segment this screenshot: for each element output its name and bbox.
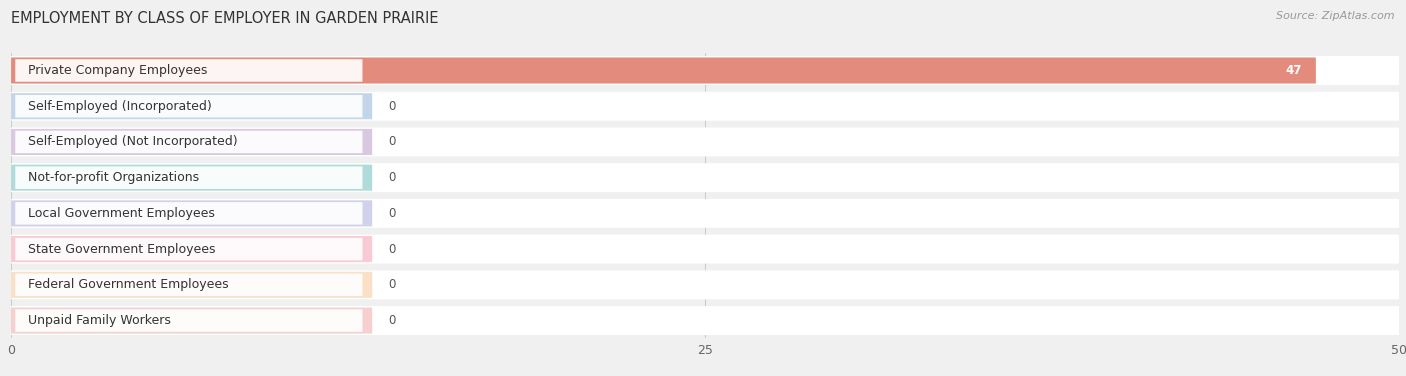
FancyBboxPatch shape (11, 127, 1399, 156)
Text: Not-for-profit Organizations: Not-for-profit Organizations (28, 171, 200, 184)
Text: Self-Employed (Incorporated): Self-Employed (Incorporated) (28, 100, 212, 113)
Text: 0: 0 (388, 207, 396, 220)
FancyBboxPatch shape (15, 274, 363, 296)
Text: 0: 0 (388, 135, 396, 149)
FancyBboxPatch shape (15, 131, 363, 153)
FancyBboxPatch shape (11, 93, 373, 119)
Text: State Government Employees: State Government Employees (28, 243, 215, 256)
Text: 0: 0 (388, 314, 396, 327)
FancyBboxPatch shape (11, 270, 1399, 299)
FancyBboxPatch shape (15, 202, 363, 224)
FancyBboxPatch shape (15, 95, 363, 117)
Text: Unpaid Family Workers: Unpaid Family Workers (28, 314, 170, 327)
Text: 0: 0 (388, 100, 396, 113)
FancyBboxPatch shape (15, 167, 363, 189)
FancyBboxPatch shape (11, 308, 373, 334)
FancyBboxPatch shape (11, 129, 373, 155)
Text: Private Company Employees: Private Company Employees (28, 64, 207, 77)
Text: Local Government Employees: Local Government Employees (28, 207, 215, 220)
Text: Federal Government Employees: Federal Government Employees (28, 278, 229, 291)
Text: EMPLOYMENT BY CLASS OF EMPLOYER IN GARDEN PRAIRIE: EMPLOYMENT BY CLASS OF EMPLOYER IN GARDE… (11, 11, 439, 26)
FancyBboxPatch shape (11, 272, 373, 298)
FancyBboxPatch shape (11, 200, 373, 226)
FancyBboxPatch shape (11, 58, 1316, 83)
FancyBboxPatch shape (11, 199, 1399, 228)
FancyBboxPatch shape (15, 309, 363, 332)
FancyBboxPatch shape (11, 236, 373, 262)
Text: 0: 0 (388, 278, 396, 291)
FancyBboxPatch shape (11, 163, 1399, 192)
Text: 0: 0 (388, 171, 396, 184)
Text: 0: 0 (388, 243, 396, 256)
FancyBboxPatch shape (11, 306, 1399, 335)
FancyBboxPatch shape (11, 92, 1399, 121)
Text: 47: 47 (1285, 64, 1302, 77)
FancyBboxPatch shape (11, 235, 1399, 264)
FancyBboxPatch shape (15, 238, 363, 260)
Text: Source: ZipAtlas.com: Source: ZipAtlas.com (1277, 11, 1395, 21)
FancyBboxPatch shape (11, 165, 373, 191)
FancyBboxPatch shape (11, 56, 1399, 85)
FancyBboxPatch shape (15, 59, 363, 82)
Text: Self-Employed (Not Incorporated): Self-Employed (Not Incorporated) (28, 135, 238, 149)
